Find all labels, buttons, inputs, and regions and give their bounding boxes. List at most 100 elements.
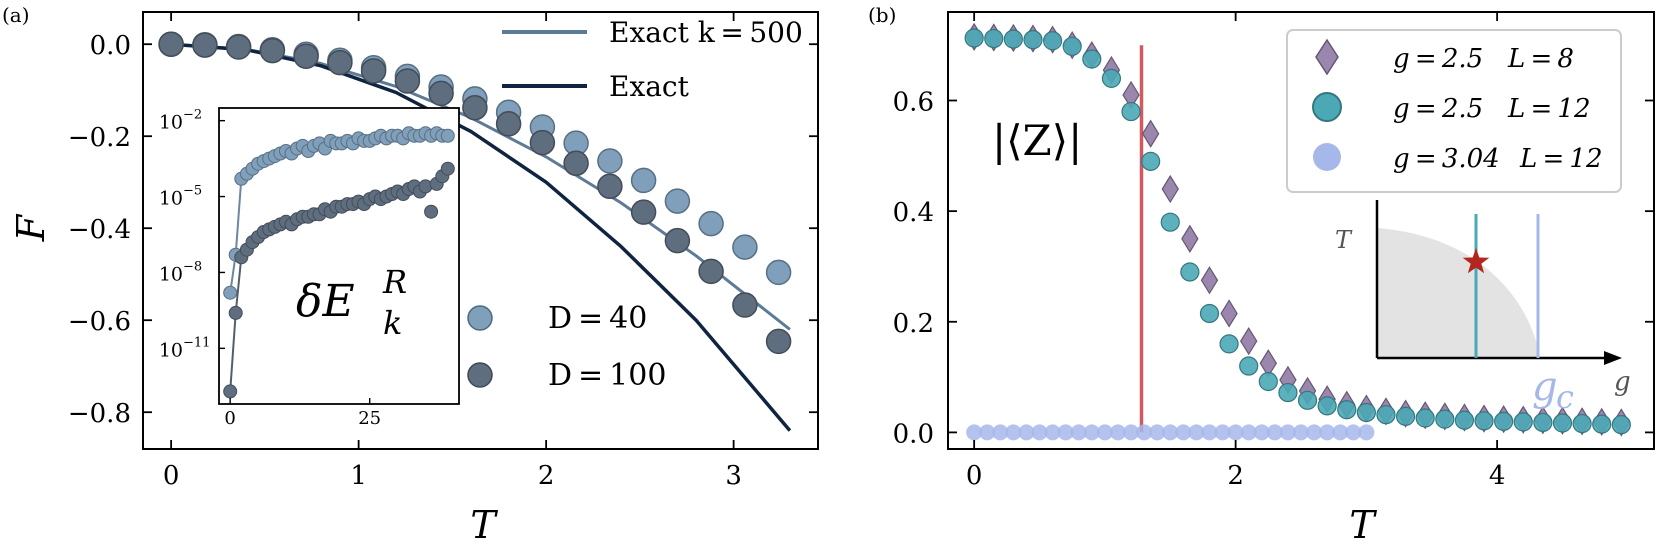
inset-x-tick-label: 25 [358, 408, 381, 429]
point-circle-1 [1042, 31, 1063, 51]
x-tick-label: 2 [1227, 461, 1244, 491]
legend-marker-diamond [1315, 38, 1339, 76]
point-circle-2 [1306, 424, 1323, 441]
point-series-1 [698, 258, 724, 285]
point-circle-2 [1227, 424, 1244, 441]
legend-marker-circle [1313, 143, 1341, 171]
point-circle-2 [1253, 424, 1270, 441]
point-series-1 [293, 43, 319, 69]
point-circle-1 [1592, 414, 1612, 434]
inset-y-tick-exponent: −8 [183, 259, 202, 274]
point-series-1 [563, 150, 589, 177]
point-circle-2 [1162, 424, 1179, 441]
point-circle-2 [979, 424, 996, 441]
point-circle-1 [964, 28, 984, 48]
point-circle-2 [1279, 424, 1296, 441]
panel-b-ticks: 0 2 4 0.0 0.2 0.4 0.6 [893, 12, 1654, 491]
point-circle-1 [1572, 413, 1592, 434]
point-circle-2 [992, 424, 1009, 441]
panel-b-annotation: |⟨Z⟩| [992, 116, 1082, 165]
point-series-0 [732, 234, 758, 260]
inset-y-tick-label: 10 [159, 263, 183, 285]
point-circle-2 [1332, 424, 1349, 441]
y-tick-label: 0.0 [893, 419, 934, 449]
point-series-1 [462, 94, 488, 121]
point-circle-2 [1175, 424, 1192, 441]
inset-point-0 [440, 128, 455, 143]
panel-a-series-legend: D = 40 D = 100 [467, 301, 666, 393]
panel-b-axes-frame [947, 11, 1655, 450]
point-series-1 [495, 111, 522, 137]
point-circle-2 [1005, 424, 1022, 441]
point-series-0 [765, 259, 792, 286]
point-diamond [1161, 174, 1179, 204]
x-tick-label: 4 [1489, 461, 1506, 491]
point-series-1 [327, 49, 353, 76]
inset-point-1 [223, 384, 238, 399]
x-tick-label: 2 [538, 461, 555, 491]
point-circle-1 [1082, 49, 1102, 69]
point-circle-2 [1240, 424, 1257, 441]
point-series-0 [698, 210, 724, 237]
y-tick-label: −0.2 [68, 123, 131, 153]
panel-a-ticks: 0 1 2 3 0.0 −0.2 −0.4 −0.6 −0.8 [68, 12, 818, 491]
point-circle-1 [1376, 405, 1396, 425]
y-tick-label: 0.4 [893, 198, 934, 228]
legend-label-d100: D = 100 [548, 358, 666, 393]
inset-point-1 [228, 305, 243, 320]
point-circle-1 [1356, 402, 1376, 423]
inset-ylabel: T [1335, 226, 1353, 254]
panel-b-label: (b) [868, 3, 896, 27]
panel-a-ylabel: F [9, 213, 53, 242]
y-tick-label: 0.2 [893, 309, 934, 339]
point-circle-1 [1141, 151, 1161, 171]
point-diamond [1141, 119, 1160, 148]
point-circle-1 [1180, 262, 1200, 282]
point-circle-1 [1023, 30, 1043, 50]
inset-y-tick-label: 10 [159, 339, 183, 361]
point-series-1 [765, 328, 792, 355]
inset-x-tick-label: 0 [224, 408, 235, 429]
panel-b-inset: T g g c [1335, 200, 1631, 416]
inset-gc-label: g [1532, 364, 1558, 410]
point-series-1 [732, 292, 758, 318]
star-icon [1462, 248, 1490, 274]
inset-label: δE [296, 276, 355, 327]
inset-phase-region [1377, 228, 1540, 358]
legend-l-label: L = 8 [1507, 44, 1574, 74]
x-tick-label: 1 [350, 461, 367, 491]
point-circle-1 [1297, 390, 1318, 410]
inset-y-tick-label: 10 [159, 188, 183, 210]
y-tick-label: 0.6 [893, 88, 934, 118]
legend-marker-circle [1312, 92, 1342, 122]
point-circle-2 [1214, 424, 1231, 441]
y-tick-label: −0.4 [68, 215, 131, 245]
point-circle-1 [1337, 400, 1357, 420]
point-circle-2 [1018, 424, 1035, 441]
panel-b-xlabel: T [1349, 503, 1377, 547]
inset-label-sup: R [382, 263, 407, 301]
point-circle-2 [1136, 424, 1153, 441]
point-diamond [1220, 299, 1238, 328]
x-tick-label: 3 [725, 461, 742, 491]
inset-y-tick-exponent: −11 [183, 335, 210, 350]
point-circle-2 [1083, 424, 1100, 441]
point-series-1 [259, 37, 286, 64]
legend-marker-d40 [467, 305, 493, 331]
inset-y-tick-label: 10 [159, 112, 183, 134]
point-series-1 [664, 227, 691, 254]
point-series-1 [158, 31, 184, 57]
inset-point-1 [440, 161, 455, 176]
y-tick-label: 0.0 [90, 31, 131, 61]
point-series-1 [394, 68, 421, 94]
point-circle-1 [1435, 409, 1455, 429]
panel-a: (a) 0 1 2 3 0.0 −0.2 −0.4 −0.6 −0.8 T F Exact k … [2, 3, 819, 547]
point-circle-1 [1415, 408, 1435, 428]
inset-point-0 [223, 285, 238, 300]
point-circle-2 [1266, 424, 1283, 441]
point-circle-2 [1123, 424, 1140, 441]
panel-a-legend: Exact k = 500 Exact [502, 16, 803, 103]
x-tick-label: 0 [163, 461, 180, 491]
point-circle-1 [1494, 411, 1514, 431]
